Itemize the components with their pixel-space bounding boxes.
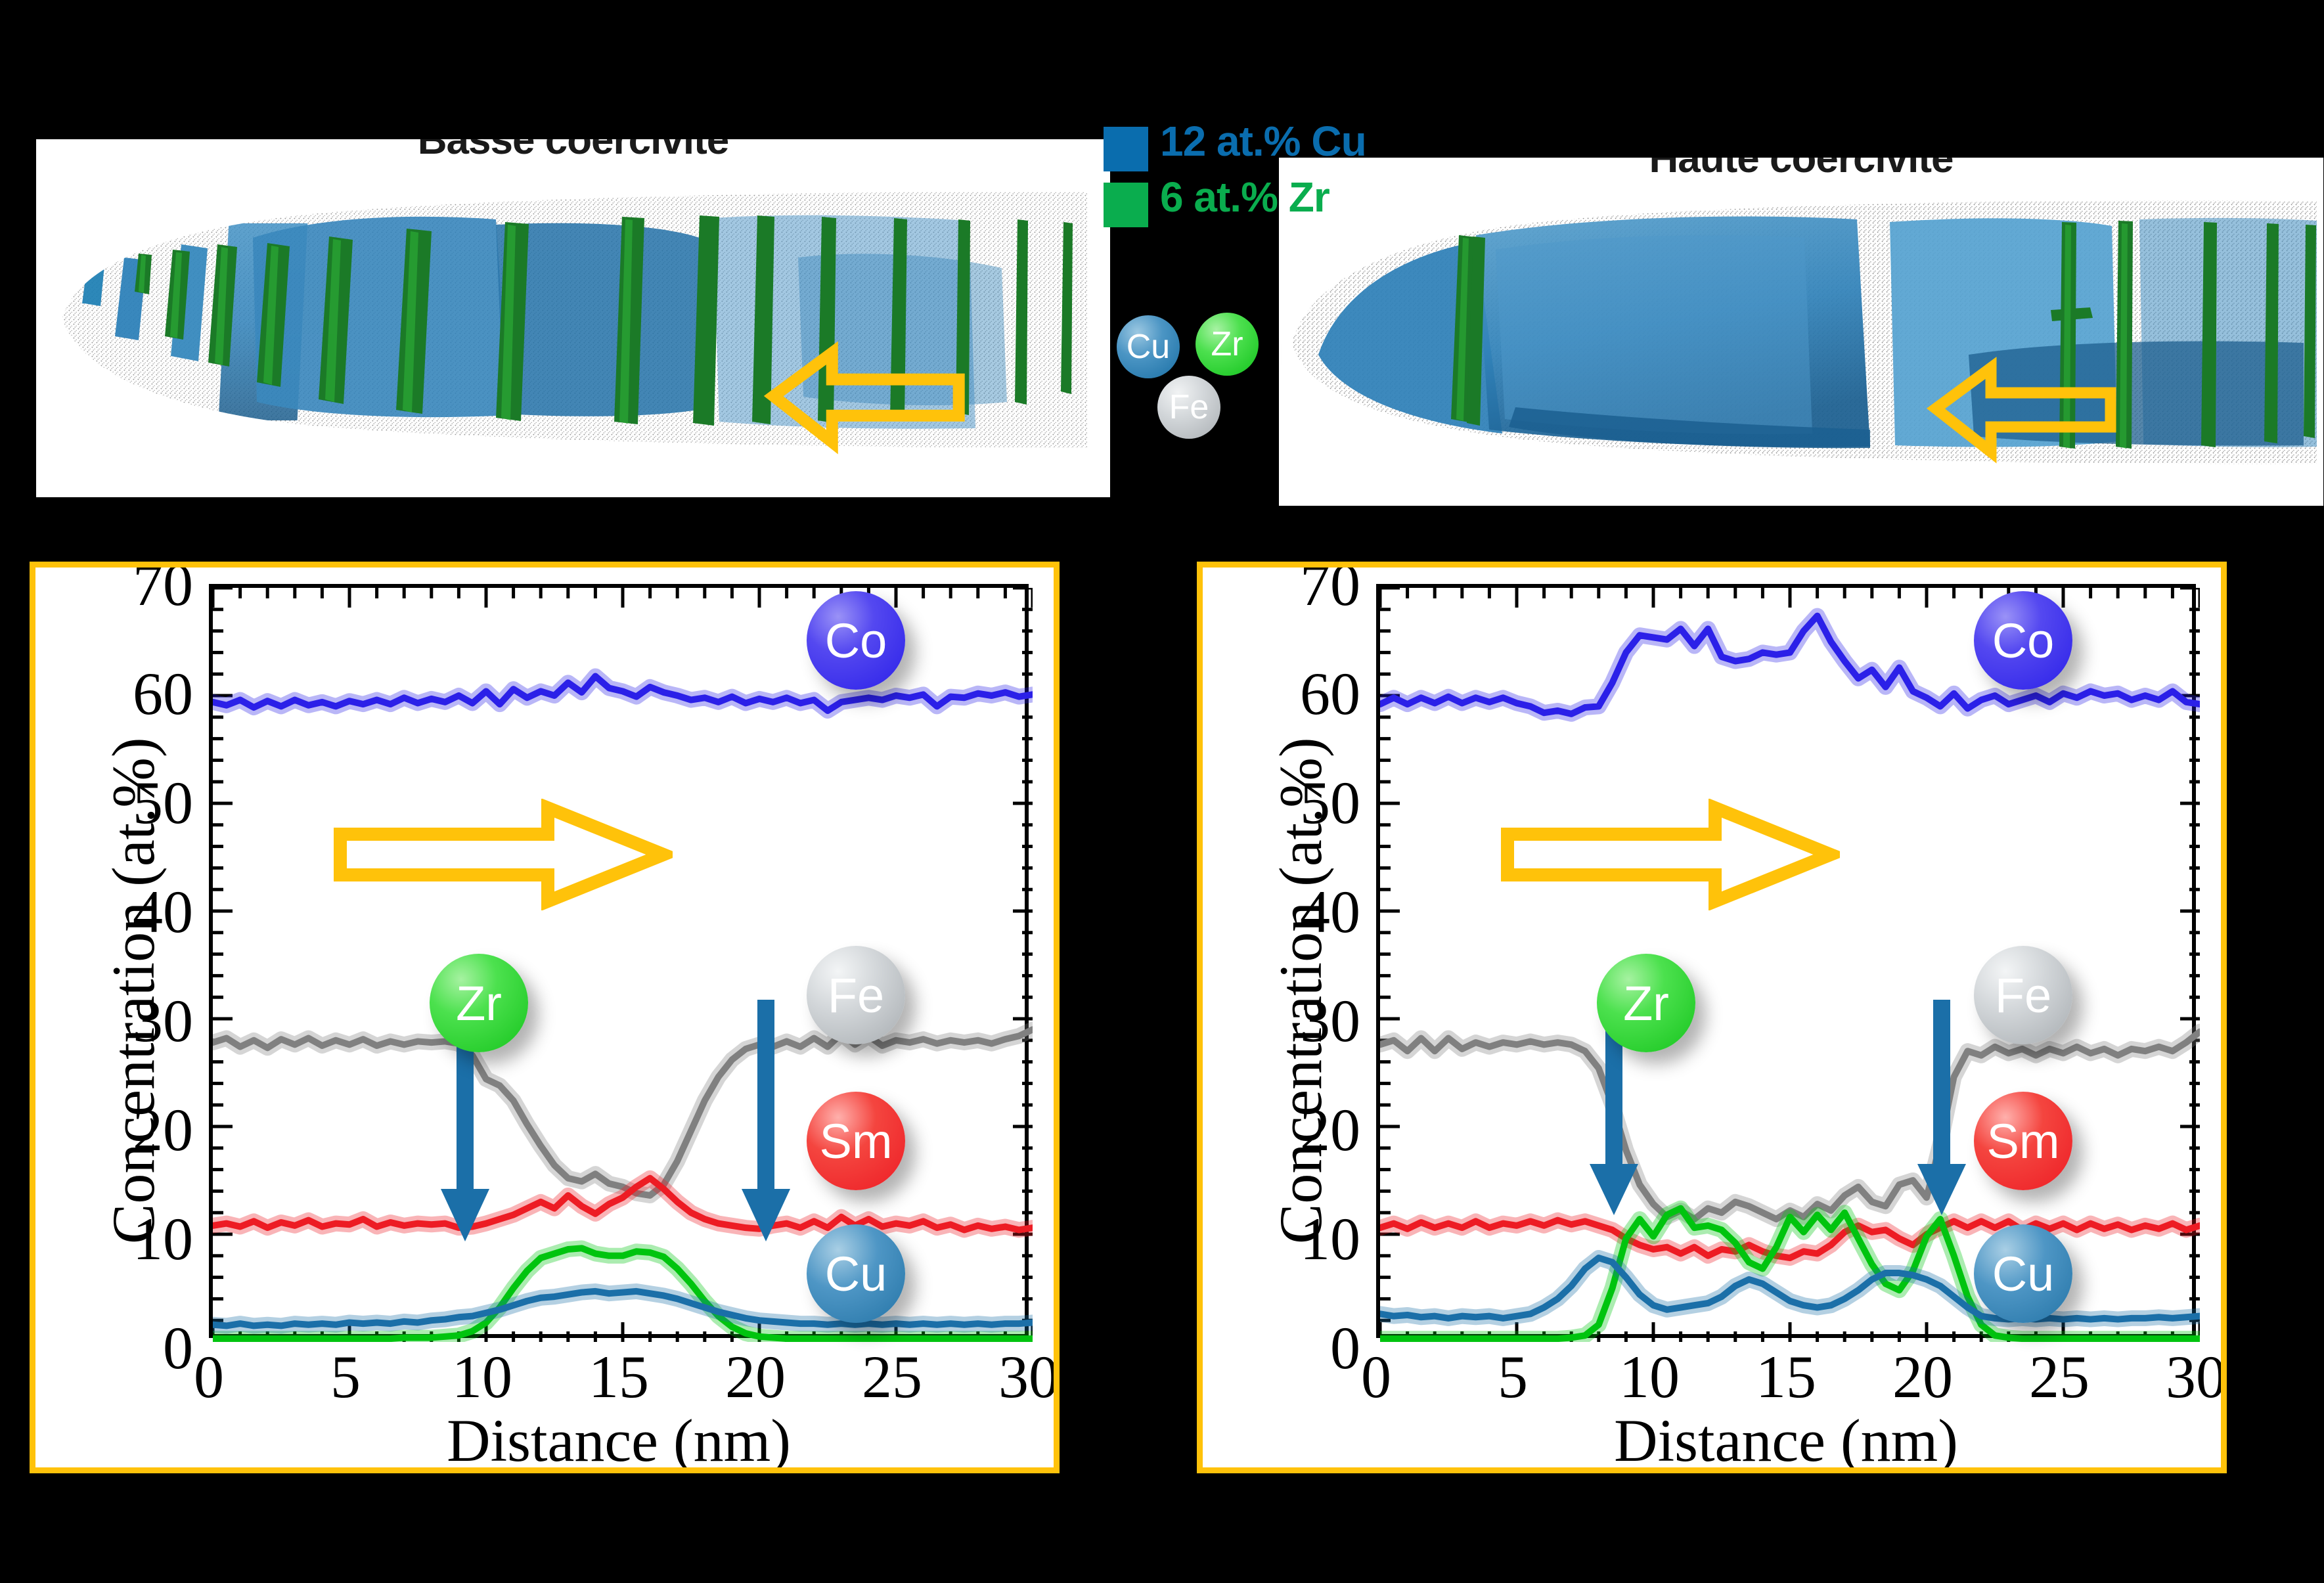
y-tick-60-left: 60 [133, 660, 193, 727]
legend-ball-cu: Cu [1117, 315, 1180, 378]
profile-curves-left [213, 588, 1033, 1342]
x-tick-20-right: 20 [1892, 1343, 1953, 1410]
x-tick-10-left: 10 [452, 1343, 512, 1410]
legend-ball-fe: Fe [1157, 376, 1220, 439]
x-tick-20-left: 20 [725, 1343, 786, 1410]
x-tick-5-left: 5 [330, 1343, 361, 1410]
x-tick-0-right: 0 [1361, 1343, 1391, 1410]
y-tick-20-left: 20 [133, 1096, 193, 1163]
chart-panel-low-coercivity: Concentration (at.%) 70 60 50 40 30 20 1… [30, 562, 1060, 1473]
apt-reconstruction-right [1292, 200, 2317, 464]
y-tick-20-right: 20 [1300, 1096, 1360, 1163]
cell-boundary-arrow-right-2 [1917, 1000, 1966, 1215]
x-tick-5-right: 5 [1498, 1343, 1528, 1410]
y-tick-10-left: 10 [133, 1205, 193, 1272]
cell-boundary-arrow-right-1 [1590, 1000, 1638, 1215]
apt-title-high: Haute coercivité [1649, 158, 1954, 181]
y-tick-10-right: 10 [1300, 1205, 1360, 1272]
legend-ball-fe-label: Fe [1169, 388, 1209, 426]
apt-reconstruction-left [62, 191, 1087, 455]
element-ball-cu-left-label: Cu [824, 1246, 887, 1301]
element-ball-fe-right: Fe [1974, 946, 2072, 1044]
y-tick-50-right: 50 [1300, 769, 1360, 836]
center-legend: 12 at.% Cu 6 at.% Zr Cu Zr Fe [1104, 118, 1367, 466]
y-tick-70-left: 70 [133, 562, 193, 618]
legend-ball-zr: Zr [1196, 313, 1259, 376]
left-arrow-outline-icon [1926, 357, 2116, 464]
legend-ball-cu-label: Cu [1126, 328, 1171, 366]
x-tick-25-right: 25 [2029, 1343, 2089, 1410]
plot-area-right [1376, 584, 2200, 1342]
x-tick-15-right: 15 [1756, 1343, 1816, 1410]
y-tick-40-right: 40 [1300, 878, 1360, 945]
element-ball-co-left: Co [807, 591, 905, 690]
element-ball-zr-right-label: Zr [1623, 975, 1669, 1031]
profile-curves-right [1380, 588, 2200, 1342]
element-ball-co-left-label: Co [824, 613, 887, 668]
y-tick-60-right: 60 [1300, 660, 1360, 727]
element-ball-zr-left-label: Zr [456, 975, 502, 1031]
element-ball-co-right-label: Co [1992, 613, 2055, 668]
y-tick-30-left: 30 [133, 987, 193, 1054]
element-ball-zr-left: Zr [430, 954, 528, 1052]
element-ball-sm-right: Sm [1974, 1092, 2072, 1190]
legend-swatch-cu [1104, 127, 1148, 171]
legend-swatch-zr [1104, 183, 1148, 227]
x-tick-10-right: 10 [1619, 1343, 1680, 1410]
y-tick-70-right: 70 [1300, 562, 1360, 618]
element-ball-zr-right: Zr [1597, 954, 1695, 1052]
y-tick-0-left: 0 [163, 1314, 193, 1381]
apt-panel-low-coercivity: Basse coercivité [36, 139, 1110, 497]
legend-ball-zr-label: Zr [1211, 325, 1243, 363]
legend-label-zr: 6 at.% Zr [1160, 173, 1330, 221]
element-ball-co-right: Co [1974, 591, 2072, 690]
x-tick-0-left: 0 [194, 1343, 224, 1410]
element-ball-sm-right-label: Sm [1986, 1113, 2060, 1169]
element-ball-fe-left-label: Fe [827, 968, 885, 1023]
chart-panel-high-coercivity: Concentration (at.%) 70 60 50 40 30 20 1… [1197, 562, 2227, 1473]
direction-arrow-outline-left [334, 799, 673, 910]
x-tick-15-left: 15 [589, 1343, 649, 1410]
apt-title-low: Basse coercivité [417, 139, 729, 163]
x-tick-30-left: 30 [998, 1343, 1059, 1410]
y-tick-40-left: 40 [133, 878, 193, 945]
element-ball-fe-left: Fe [807, 946, 905, 1044]
y-tick-0-right: 0 [1330, 1314, 1360, 1381]
cell-boundary-arrow-left-2 [742, 1000, 790, 1241]
element-ball-cu-right-label: Cu [1992, 1246, 2055, 1301]
plot-area-left [209, 584, 1033, 1342]
element-ball-sm-left-label: Sm [819, 1113, 893, 1169]
element-ball-cu-right: Cu [1974, 1224, 2072, 1323]
element-ball-cu-left: Cu [807, 1224, 905, 1323]
direction-arrow-outline-right [1501, 799, 1840, 910]
y-tick-30-right: 30 [1300, 987, 1360, 1054]
x-axis-label-left: Distance (nm) [447, 1407, 791, 1473]
element-ball-fe-right-label: Fe [1994, 968, 2052, 1023]
y-tick-50-left: 50 [133, 769, 193, 836]
left-arrow-outline-icon [763, 341, 965, 455]
legend-label-cu: 12 at.% Cu [1160, 118, 1367, 165]
apt-panel-high-coercivity: Haute coercivité [1279, 158, 2323, 506]
element-ball-sm-left: Sm [807, 1092, 905, 1190]
x-tick-30-right: 30 [2166, 1343, 2226, 1410]
x-tick-25-left: 25 [862, 1343, 922, 1410]
x-axis-label-right: Distance (nm) [1614, 1407, 1958, 1473]
cell-boundary-arrow-left-1 [441, 1000, 489, 1241]
